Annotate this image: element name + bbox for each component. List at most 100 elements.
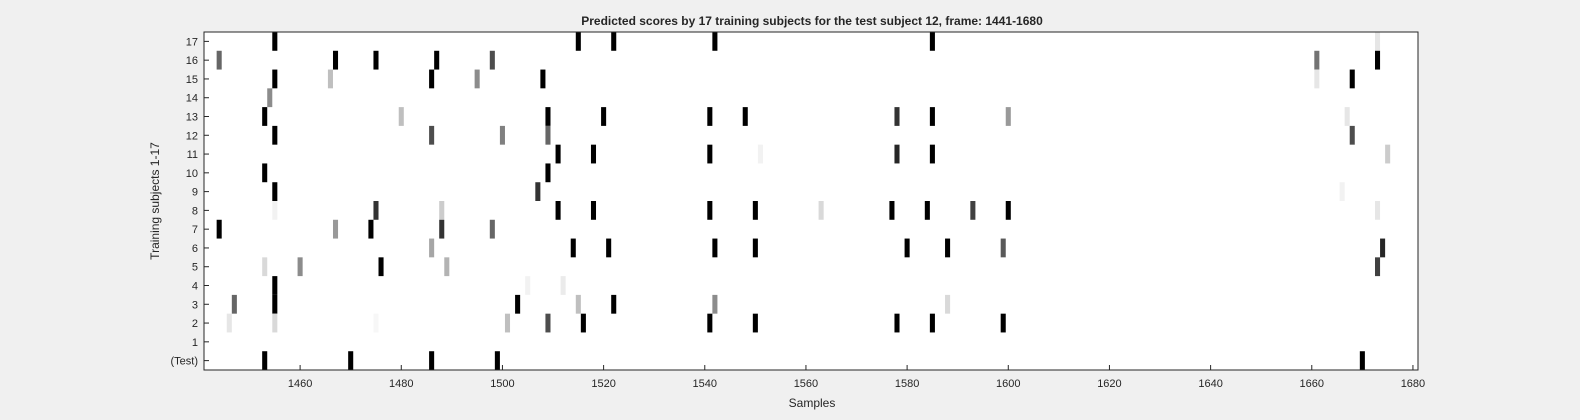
heatmap-cell [545,313,551,333]
heatmap-cell [1380,238,1386,258]
heatmap-cell [474,69,480,89]
y-tick-label: 1 [192,337,198,349]
y-tick-label: 16 [186,55,198,67]
y-tick-label: (Test) [171,356,199,368]
heatmap-cell [1349,125,1355,145]
heatmap-cell [929,313,935,333]
heatmap-cell [545,125,551,145]
heatmap-cell [590,144,597,164]
heatmap-cell [555,144,561,164]
heatmap-cell [752,313,758,333]
y-tick-label: 9 [192,187,198,199]
y-tick-label: 10 [186,168,198,180]
x-tick-label: 1500 [490,378,514,390]
heatmap-cell [373,50,379,70]
heatmap-cell [606,238,612,258]
heatmap-cell [1000,313,1006,333]
heatmap-cell [272,276,278,295]
heatmap-cell [262,163,268,183]
y-tick-label: 12 [186,130,198,142]
heatmap-cell [590,201,597,220]
heatmap-cell [945,294,951,314]
x-tick-label: 1480 [389,378,413,390]
heatmap-cell [889,201,895,220]
heatmap-cell [970,201,976,220]
heatmap-cell [439,201,445,220]
y-tick-label: 15 [186,74,198,86]
heatmap-cell [525,276,531,295]
heatmap-cell [368,219,374,239]
heatmap-cell [580,313,586,333]
y-tick-label: 6 [192,243,198,255]
heatmap-cell [216,219,222,239]
heatmap-cell [929,144,935,164]
y-tick-label: 17 [186,36,198,48]
heatmap-cell [929,107,935,126]
heatmap-cell [1375,257,1381,277]
heatmap-cell [611,294,617,314]
heatmap-cell [262,107,268,126]
heatmap-cell [429,238,435,258]
heatmap-cell [515,294,521,314]
x-tick-label: 1560 [794,378,818,390]
heatmap-cell [272,294,278,314]
heatmap-cell [752,238,758,258]
heatmap-cell [752,201,758,220]
heatmap-cell [924,201,930,220]
y-tick-label: 5 [192,262,198,274]
y-tick-label: 4 [192,281,198,293]
heatmap-cell [429,69,435,89]
heatmap-cell [707,201,713,220]
heatmap-cell [707,144,713,164]
x-tick-label: 1520 [591,378,615,390]
heatmap-cell [332,50,339,70]
heatmap-cell [929,32,935,51]
heatmap-cell [1385,144,1391,164]
heatmap-cell [575,32,581,51]
x-tick-label: 1600 [996,378,1020,390]
heatmap-cell [818,201,824,220]
heatmap-cell [272,182,278,201]
heatmap-cell [535,182,541,201]
heatmap-cell [272,201,278,220]
y-tick-label: 14 [186,93,198,105]
heatmap-cell [904,238,910,258]
heatmap-cell [226,313,232,333]
heatmap-cell [373,313,379,333]
heatmap-cell [894,313,900,333]
plot-area [204,32,1418,370]
y-tick-label: 2 [192,318,198,330]
heatmap-cell [373,201,379,220]
y-axis-label: Training subjects 1-17 [148,142,162,260]
heatmap-cell [398,107,404,126]
heatmap-cell [272,125,278,145]
heatmap-cell [262,351,268,370]
x-tick-label: 1540 [693,378,717,390]
heatmap-cell [429,351,435,370]
heatmap-cell [894,107,900,126]
heatmap-cell [545,163,551,183]
heatmap-cell [570,238,576,258]
y-tick-label: 11 [187,149,198,161]
heatmap-cell [707,107,713,126]
heatmap-cell [1375,32,1381,51]
heatmap-cell [272,32,278,51]
heatmap-cell [439,219,445,239]
heatmap-cell [1344,107,1350,126]
x-tick-label: 1620 [1097,378,1121,390]
x-tick-label: 1660 [1300,378,1324,390]
heatmap-cell [231,294,237,314]
x-tick-label: 1580 [895,378,919,390]
heatmap-cell [712,32,718,51]
heatmap-cell [1375,50,1381,70]
heatmap-cell [757,144,763,164]
x-axis-label: Samples [789,396,836,410]
heatmap-cell [272,69,278,89]
heatmap-cell [1314,69,1320,89]
heatmap-cell [434,50,440,70]
heatmap-cell [489,219,495,239]
heatmap-cell [611,32,617,51]
y-tick-label: 8 [192,205,198,217]
